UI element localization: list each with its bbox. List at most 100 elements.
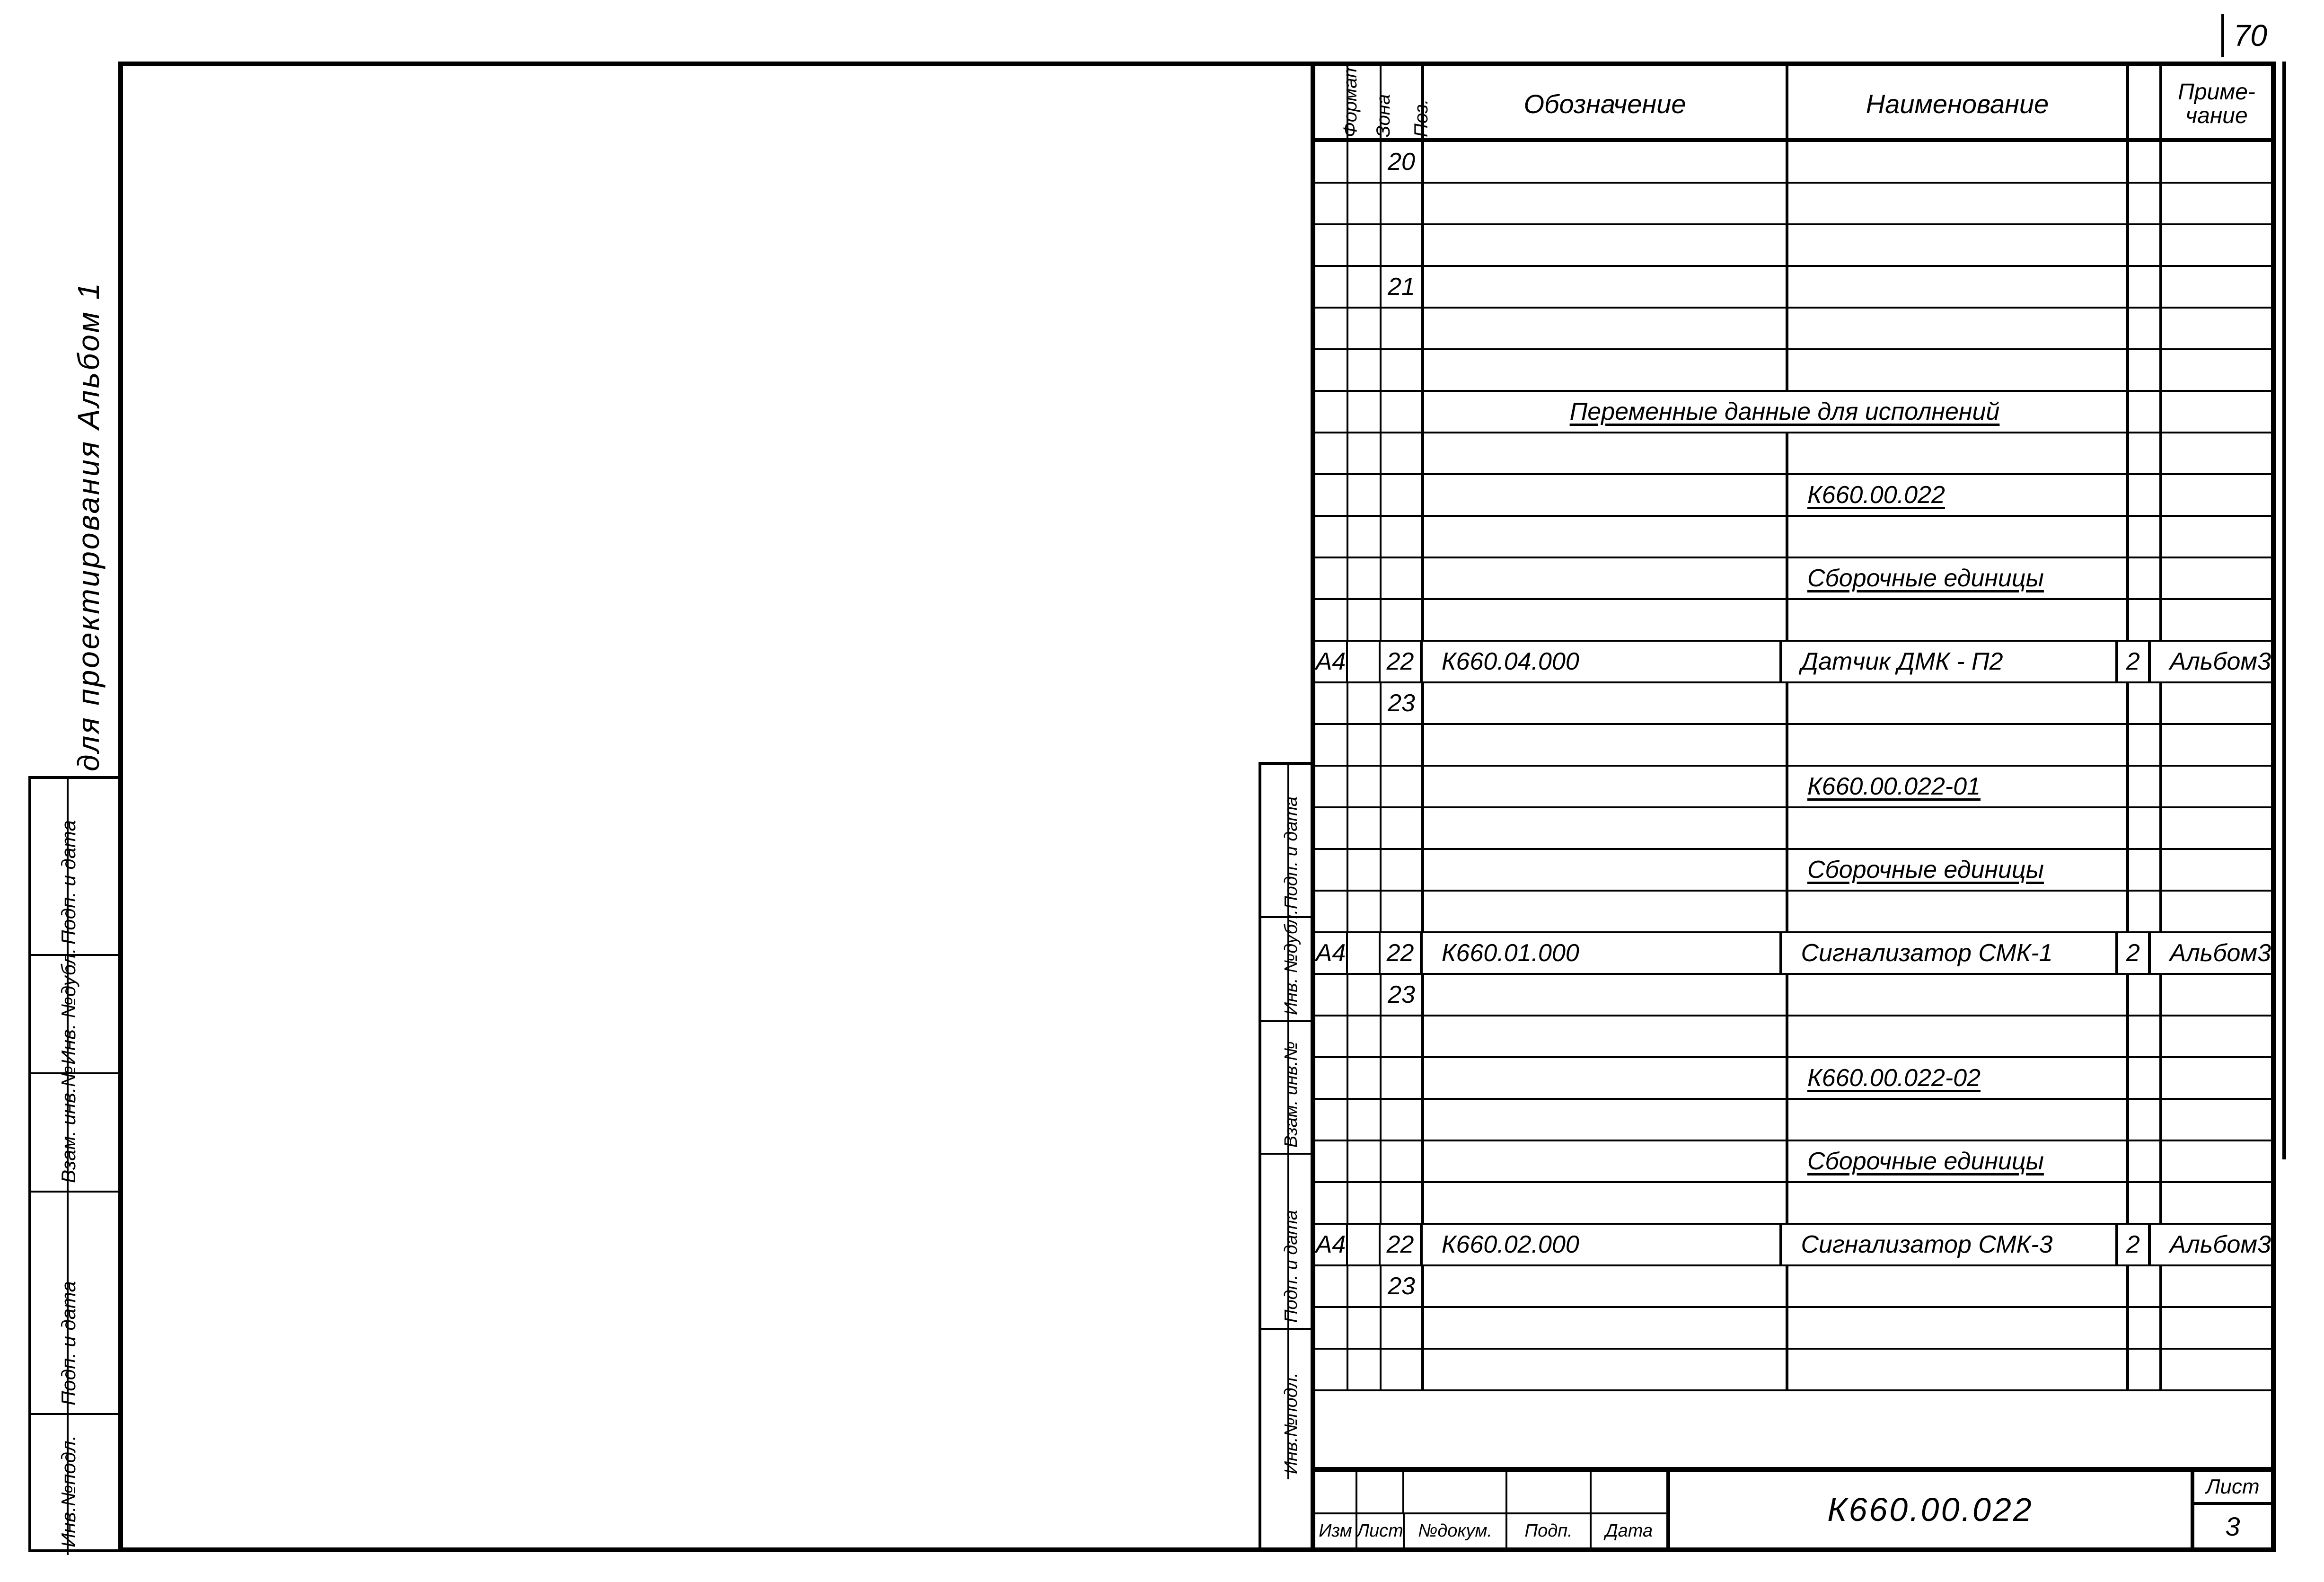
col-header-qty [2129, 66, 2162, 138]
table-row [1315, 1100, 2271, 1141]
table-cell: 21 [1382, 267, 1424, 307]
table-cell-heading: Переменные данные для исполнений [1424, 392, 2129, 432]
table-cell [1348, 892, 1382, 931]
table-cell: А4 [1315, 933, 1348, 973]
table-cell [1348, 267, 1382, 307]
table-cell [2162, 1308, 2271, 1348]
table-cell [1348, 184, 1382, 223]
table-cell [1315, 225, 1348, 265]
inner-binding-cell: Подп. и дата [1261, 1153, 1315, 1328]
table-cell [1382, 475, 1424, 515]
rev-label: Изм [1315, 1514, 1357, 1547]
left-binding-cell: Взам. инв.№ [31, 1072, 118, 1191]
table-cell [1315, 350, 1348, 390]
table-cell [2162, 350, 2271, 390]
table-cell [1788, 725, 2129, 765]
table-cell [1382, 309, 1424, 348]
table-cell: Сигнализатор СМК-1 [1782, 933, 2118, 973]
table-cell [1382, 1350, 1424, 1389]
table-cell [1424, 1183, 1788, 1223]
table-cell [1424, 1350, 1788, 1389]
table-cell [1424, 808, 1788, 848]
table-cell [1315, 725, 1348, 765]
table-cell: Сборочные единицы [1788, 1141, 2129, 1181]
table-row [1315, 892, 2271, 933]
left-margin-text: для проектирования Альбом 1 [28, 62, 85, 771]
table-cell [2129, 1016, 2162, 1056]
table-cell [2129, 892, 2162, 931]
table-cell [2162, 558, 2271, 598]
cell-text: Сигнализатор СМК-3 [1801, 1230, 2053, 1259]
inner-binding-cell: Инв.№подл. [1261, 1328, 1315, 1479]
table-cell [1424, 225, 1788, 265]
left-binding-label: Инв.№подл. [57, 1435, 80, 1547]
table-cell: 23 [1382, 683, 1424, 723]
specification-table: Подп. и датаИнв. №дубл.Взам. инв.№Подп. … [1311, 66, 2271, 1547]
table-cell [1382, 225, 1424, 265]
table-cell [1315, 683, 1348, 723]
inner-binding-cell: Инв. №дубл. [1261, 916, 1315, 1020]
table-cell [2129, 767, 2162, 806]
table-cell [1424, 433, 1788, 473]
table-cell [1382, 433, 1424, 473]
table-cell [2162, 600, 2271, 640]
table-cell [1788, 683, 2129, 723]
table-cell: Сборочные единицы [1788, 850, 2129, 890]
cell-text: Сигнализатор СМК-1 [1801, 939, 2053, 967]
rev-cell [1404, 1472, 1507, 1512]
table-cell [1348, 1225, 1381, 1264]
cell-text: Альбом3 [2170, 939, 2271, 967]
cell-text: Альбом3 [2170, 1230, 2271, 1259]
table-cell [1788, 1016, 2129, 1056]
left-binding-cell: Инв.№подл. [31, 1413, 118, 1555]
table-cell [1348, 1016, 1382, 1056]
table-cell [1348, 642, 1381, 681]
cell-text: 20 [1388, 148, 1415, 176]
table-row [1315, 225, 2271, 267]
table-cell [2162, 309, 2271, 348]
cell-text: Сборочные единицы [1807, 856, 2044, 884]
table-cell [1348, 309, 1382, 348]
table-cell [1788, 184, 2129, 223]
title-block-rev-top [1315, 1472, 1666, 1514]
table-cell [1788, 808, 2129, 848]
inner-binding-label: Инв.№подл. [1281, 1372, 1302, 1474]
col-header-pos: Поз. [1382, 66, 1424, 138]
table-cell: 20 [1382, 142, 1424, 182]
table-cell [2129, 1100, 2162, 1140]
table-cell: Сборочные единицы [1788, 558, 2129, 598]
table-cell [1788, 1266, 2129, 1306]
table-cell [1315, 267, 1348, 307]
table-cell [1348, 1308, 1382, 1348]
table-cell [1424, 1308, 1788, 1348]
table-row: Сборочные единицы [1315, 1141, 2271, 1183]
table-cell [2162, 517, 2271, 557]
table-cell [1348, 933, 1381, 973]
table-row [1315, 517, 2271, 558]
table-cell [1424, 309, 1788, 348]
left-binding-label: Взам. инв.№ [57, 1066, 80, 1183]
table-cell [1315, 600, 1348, 640]
table-cell: 2 [2118, 1225, 2151, 1264]
title-block-rev-labels: ИзмЛист№докум.Подп.Дата [1315, 1514, 1666, 1547]
cell-text: 2 [2126, 939, 2140, 967]
table-cell: 2 [2118, 642, 2151, 681]
table-cell [2129, 850, 2162, 890]
table-cell [1315, 1350, 1348, 1389]
table-cell [2162, 475, 2271, 515]
table-row: 23 [1315, 683, 2271, 725]
table-cell [1788, 892, 2129, 931]
title-block-sheet-label: Лист [2194, 1472, 2271, 1505]
table-cell [1424, 267, 1788, 307]
table-cell [1315, 1141, 1348, 1181]
inner-binding-label: Взам. инв.№ [1281, 1042, 1302, 1148]
table-cell [2162, 267, 2271, 307]
table-cell [1315, 142, 1348, 182]
table-cell [1315, 1058, 1348, 1098]
left-binding-column: Подп. и датаИнв. №дубл.Взам. инв.№Подп. … [28, 776, 118, 1552]
table-cell [1315, 309, 1348, 348]
left-binding-label: Инв. №дубл. [57, 948, 80, 1065]
table-cell [1315, 808, 1348, 848]
table-row [1315, 1183, 2271, 1225]
table-cell [1424, 1058, 1788, 1098]
